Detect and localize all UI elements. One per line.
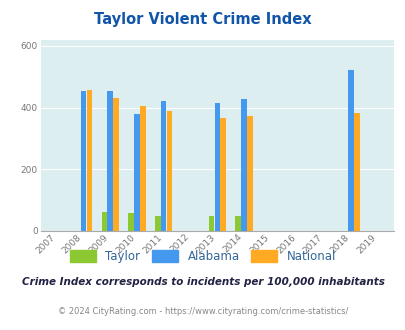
Bar xyxy=(113,98,119,231)
Bar xyxy=(235,216,240,231)
Bar xyxy=(128,213,133,231)
Bar xyxy=(140,106,145,231)
Bar xyxy=(353,113,359,231)
Bar xyxy=(101,213,107,231)
Text: Crime Index corresponds to incidents per 100,000 inhabitants: Crime Index corresponds to incidents per… xyxy=(21,277,384,287)
Text: Taylor Violent Crime Index: Taylor Violent Crime Index xyxy=(94,12,311,26)
Legend: Taylor, Alabama, National: Taylor, Alabama, National xyxy=(65,245,340,268)
Bar xyxy=(166,111,172,231)
Bar xyxy=(107,90,113,231)
Bar xyxy=(220,118,225,231)
Bar xyxy=(86,90,92,231)
Bar xyxy=(347,71,353,231)
Bar xyxy=(81,90,86,231)
Bar xyxy=(161,101,166,231)
Bar xyxy=(134,114,139,231)
Bar xyxy=(208,216,213,231)
Bar xyxy=(247,116,252,231)
Bar xyxy=(214,103,220,231)
Text: © 2024 CityRating.com - https://www.cityrating.com/crime-statistics/: © 2024 CityRating.com - https://www.city… xyxy=(58,307,347,316)
Bar xyxy=(155,216,160,231)
Bar xyxy=(241,99,246,231)
